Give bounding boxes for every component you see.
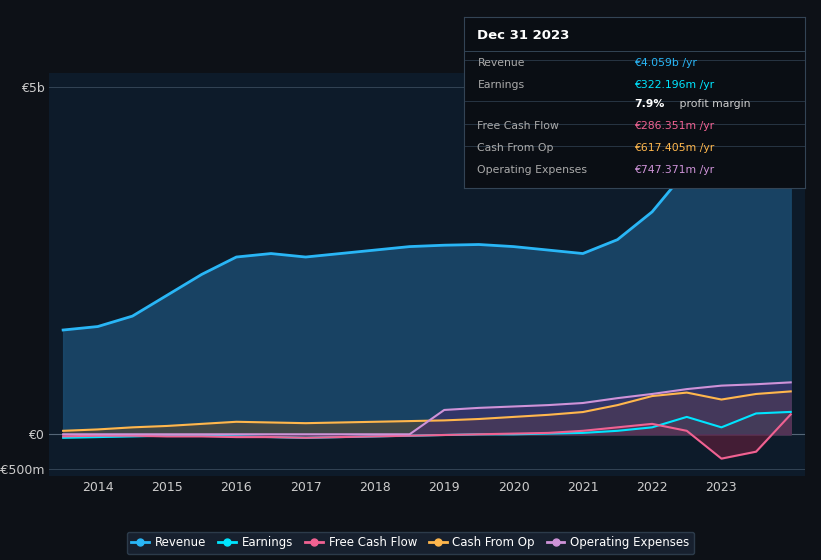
Text: Earnings: Earnings xyxy=(478,80,525,90)
Text: €617.405m /yr: €617.405m /yr xyxy=(635,143,714,153)
Text: Cash From Op: Cash From Op xyxy=(478,143,554,153)
Text: €322.196m /yr: €322.196m /yr xyxy=(635,80,714,90)
Legend: Revenue, Earnings, Free Cash Flow, Cash From Op, Operating Expenses: Revenue, Earnings, Free Cash Flow, Cash … xyxy=(126,531,695,554)
Text: €4.059b /yr: €4.059b /yr xyxy=(635,58,697,68)
Text: Revenue: Revenue xyxy=(478,58,525,68)
Text: €286.351m /yr: €286.351m /yr xyxy=(635,121,714,131)
Text: €747.371m /yr: €747.371m /yr xyxy=(635,165,714,175)
Text: Dec 31 2023: Dec 31 2023 xyxy=(478,29,570,42)
Text: 7.9%: 7.9% xyxy=(635,99,664,109)
Text: profit margin: profit margin xyxy=(676,99,750,109)
Text: Operating Expenses: Operating Expenses xyxy=(478,165,588,175)
Text: Free Cash Flow: Free Cash Flow xyxy=(478,121,559,131)
